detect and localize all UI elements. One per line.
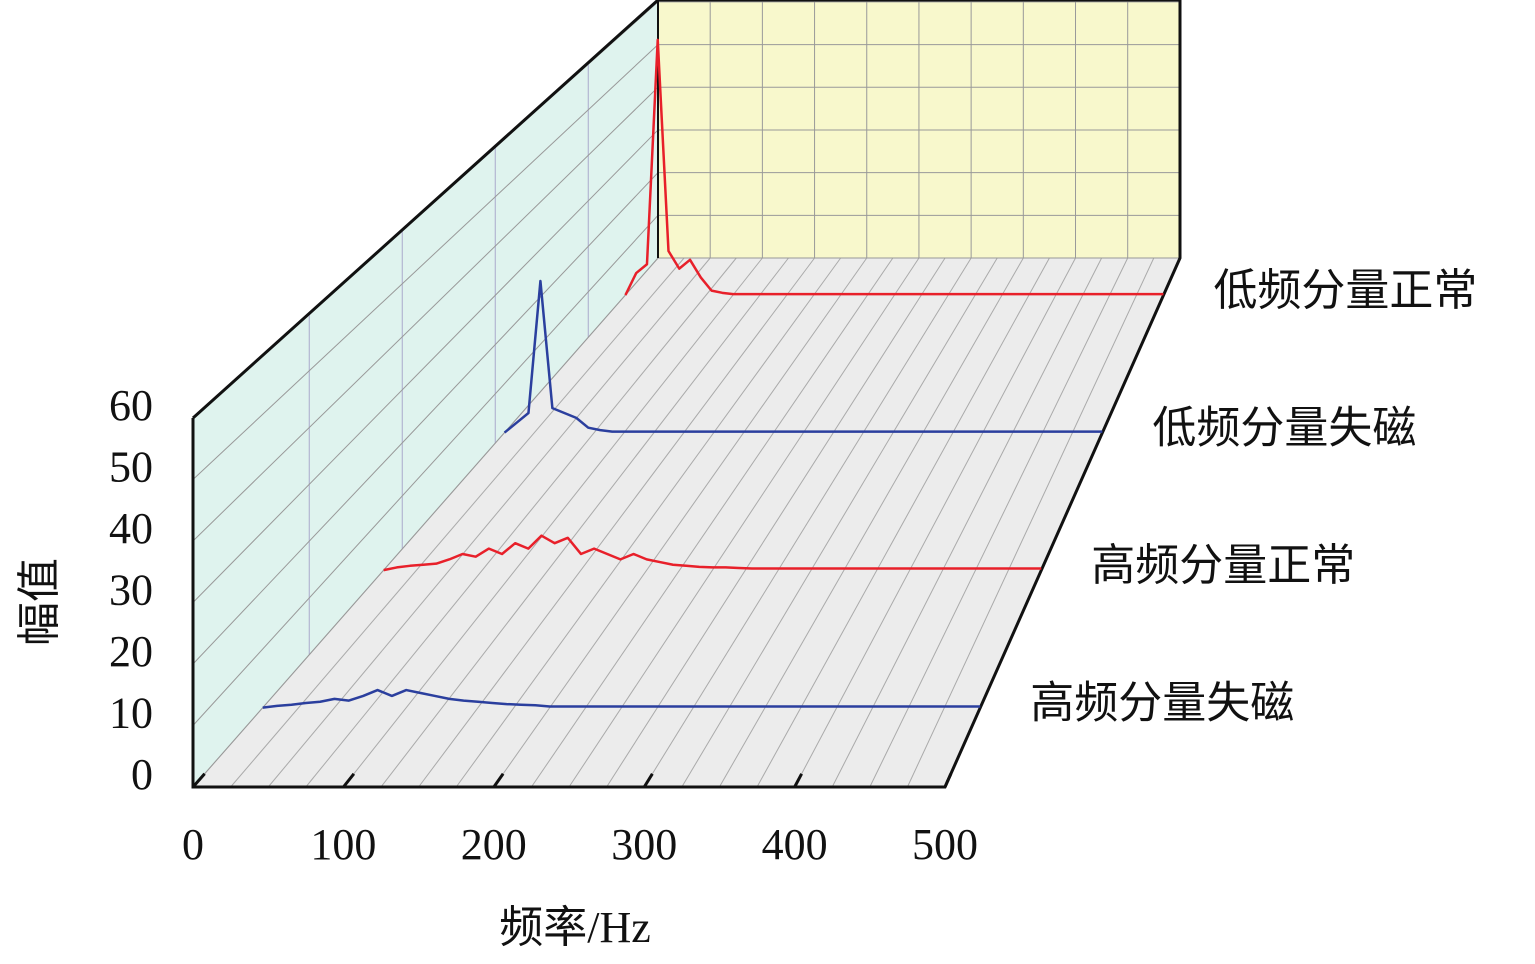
y-tick-label: 10 [109, 689, 153, 738]
y-tick-label: 50 [109, 443, 153, 492]
x-tick-label: 200 [461, 820, 527, 869]
y-tick-label: 30 [109, 566, 153, 615]
y-tick-label: 60 [109, 381, 153, 430]
y-tick-label: 0 [131, 750, 153, 799]
plot: 0 10 20 30 40 50 60 0 100 200 300 400 500 高频分量失磁 高频分量正… [109, 38, 1477, 869]
floor-grid-line [305, 257, 737, 788]
x-tick-label: 0 [182, 820, 204, 869]
y-tick-label: 40 [109, 504, 153, 553]
series-label: 高频分量正常 [1091, 541, 1355, 590]
floor-grid-line [343, 257, 763, 788]
x-tick-label: 100 [310, 820, 376, 869]
series-label: 高频分量失磁 [1030, 679, 1294, 728]
spectrum-line [262, 688, 981, 709]
x-tick-label: 500 [912, 820, 978, 869]
floor [193, 258, 1180, 787]
floor-grid-line [530, 257, 894, 788]
x-tick-mark [191, 772, 206, 788]
floor-grid-line [718, 257, 1024, 788]
floor-grid-line [643, 257, 972, 788]
floor-grid-line [493, 257, 868, 788]
y-tick-label: 20 [109, 627, 153, 676]
floor-grid-line [418, 257, 815, 788]
x-tick-mark [943, 773, 953, 788]
floor-grid-line [606, 257, 946, 788]
spectrum-line [624, 38, 1164, 296]
x-tick-mark [642, 772, 654, 788]
spectrum-line [383, 534, 1042, 572]
floor-grid-line [681, 257, 998, 788]
floor-grid-line [230, 257, 685, 788]
floor-grid-line [906, 257, 1155, 788]
x-tick-mark [342, 772, 356, 788]
floor-grid-line [831, 257, 1103, 788]
floor-grid-line [756, 257, 1050, 788]
spectrum-line [503, 279, 1103, 434]
x-tick-label: 300 [611, 820, 677, 869]
floor-grid-line [794, 257, 1076, 788]
floor-grid-line [455, 257, 842, 788]
x-axis-title: 频率/Hz [499, 903, 651, 952]
x-tick-label: 400 [762, 820, 828, 869]
floor-grid-line [869, 257, 1129, 788]
x-tick-mark [492, 772, 505, 788]
y-axis-title: 幅值 [15, 558, 64, 646]
series-label: 低频分量失磁 [1152, 404, 1416, 453]
floor-grid-line [568, 257, 920, 788]
series-label: 低频分量正常 [1213, 266, 1477, 315]
x-tick-mark [793, 773, 803, 788]
